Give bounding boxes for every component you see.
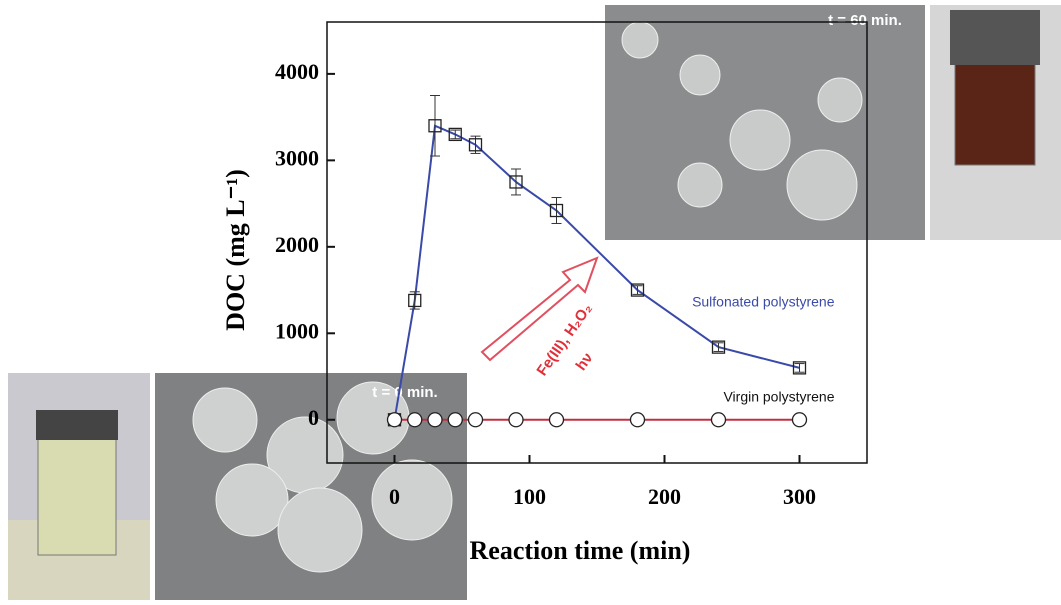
x-tick-label: 100 xyxy=(513,484,546,509)
annotation: t = 60 min. xyxy=(828,12,902,29)
figure: Reaction time (min) DOC (mg L⁻¹) t = 60 … xyxy=(0,0,1061,600)
y-tick-label: 3000 xyxy=(275,145,319,170)
marker xyxy=(793,413,807,427)
y-axis-title: DOC (mg L⁻¹) xyxy=(221,169,250,331)
marker xyxy=(448,413,462,427)
marker xyxy=(469,413,483,427)
annotation: t = 0 min. xyxy=(372,384,437,401)
y-tick-label: 2000 xyxy=(275,232,319,257)
y-tick-label: 4000 xyxy=(275,59,319,84)
marker xyxy=(509,413,523,427)
marker xyxy=(408,413,422,427)
legend-label: Sulfonated polystyrene xyxy=(692,294,835,310)
marker xyxy=(631,413,645,427)
legend-label: Virgin polystyrene xyxy=(723,388,834,404)
photo-beaker-final xyxy=(955,60,1035,165)
annotation: hν xyxy=(573,350,597,374)
y-tick-label: 1000 xyxy=(275,318,319,343)
marker xyxy=(712,413,726,427)
x-tick-label: 300 xyxy=(783,484,816,509)
photo-beaker-top xyxy=(36,410,118,440)
y-tick-label: 0 xyxy=(308,405,319,430)
x-axis-title: Reaction time (min) xyxy=(470,536,691,565)
photo-beaker xyxy=(38,420,116,555)
marker xyxy=(550,413,564,427)
marker xyxy=(388,413,402,427)
x-tick-label: 0 xyxy=(389,484,400,509)
marker xyxy=(428,413,442,427)
x-tick-label: 200 xyxy=(648,484,681,509)
photo-beaker-final-top xyxy=(950,10,1040,65)
